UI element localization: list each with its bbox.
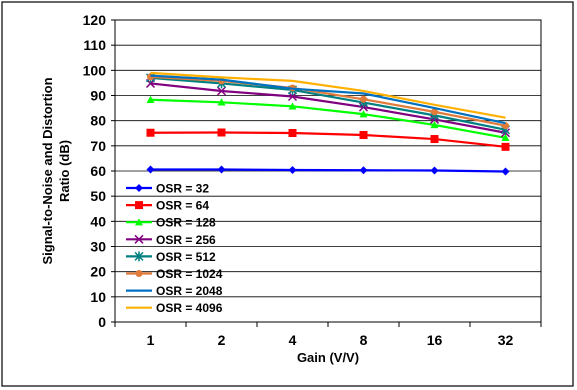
data-point: [217, 98, 226, 106]
y-tick-label: 110: [83, 37, 106, 53]
series-line: [150, 75, 506, 127]
y-tick-label: 20: [90, 264, 106, 280]
data-point: [360, 95, 367, 103]
legend-marker: [135, 218, 143, 226]
x-tick-label: 32: [498, 332, 514, 348]
legend-item: OSR = 128: [126, 216, 216, 230]
y-tick-label: 40: [90, 213, 106, 229]
series-line: [150, 71, 506, 119]
data-point: [288, 165, 297, 174]
data-point: [146, 128, 155, 137]
legend-label: OSR = 32: [156, 182, 209, 196]
x-axis-label: Gain (V/V): [297, 350, 359, 365]
legend-label: OSR = 2048: [156, 284, 223, 298]
legend-item: OSR = 2048: [126, 284, 223, 298]
x-tick-label: 1: [147, 332, 155, 348]
y-tick-label: 10: [90, 289, 106, 305]
data-point: [430, 135, 439, 144]
data-point: [287, 91, 298, 102]
series-line: [150, 168, 506, 173]
legend-marker: [134, 251, 144, 262]
y-axis-label: Signal-to-Noise and Distortion Ratio (dB): [40, 77, 72, 264]
data-point: [501, 167, 510, 176]
legend-label: OSR = 64: [156, 199, 209, 213]
data-point: [288, 102, 297, 110]
data-point: [359, 131, 368, 140]
data-point: [147, 73, 154, 81]
y-tick-label: 80: [90, 113, 106, 129]
series-line: [150, 98, 506, 139]
y-axis-ticks: 0 10 20 30 40 50 60 70 80 90 100 110 120: [83, 12, 115, 330]
legend-marker: [135, 184, 143, 192]
legend-item: OSR = 32: [126, 182, 209, 196]
data-point: [501, 133, 510, 141]
series-line: [150, 76, 506, 131]
legend-label: OSR = 512: [156, 250, 216, 264]
legend-marker: [135, 201, 143, 210]
data-point: [146, 165, 155, 174]
legend-marker: [134, 234, 144, 244]
x-tick-label: 2: [218, 332, 226, 348]
data-point: [430, 166, 439, 175]
data-point: [359, 110, 368, 118]
x-tick-label: 16: [427, 332, 443, 348]
data-point: [217, 128, 226, 137]
series-line: [150, 131, 506, 148]
legend-label: OSR = 4096: [156, 301, 223, 315]
legend-item: OSR = 1024: [126, 267, 223, 281]
data-point: [430, 120, 439, 129]
legend-label: OSR = 256: [156, 233, 216, 247]
data-point: [146, 95, 155, 103]
x-tick-label: 4: [289, 332, 297, 348]
series-2: [146, 128, 510, 151]
legend-marker: [135, 270, 143, 277]
y-axis-label-line: Ratio (dB): [57, 140, 72, 202]
legend-item: OSR = 256: [126, 233, 216, 247]
data-point: [217, 165, 226, 174]
y-tick-label: 70: [90, 138, 106, 154]
series-layer: [145, 71, 511, 176]
series-1: [146, 165, 510, 176]
data-point: [502, 122, 509, 130]
x-tick-label: 8: [360, 332, 368, 348]
series-3: [146, 95, 510, 141]
data-point: [501, 142, 510, 151]
y-tick-label: 100: [83, 62, 107, 78]
legend-label: OSR = 1024: [156, 267, 223, 281]
series-7: [150, 74, 506, 125]
data-point: [431, 108, 438, 116]
y-tick-label: 90: [90, 88, 106, 104]
y-tick-label: 30: [90, 239, 106, 255]
data-point: [359, 166, 368, 175]
legend-item: OSR = 512: [126, 250, 216, 264]
series-line: [150, 82, 506, 134]
y-tick-label: 0: [98, 314, 106, 330]
data-point: [216, 86, 227, 96]
y-axis-label-line: Signal-to-Noise and Distortion: [40, 77, 55, 264]
y-tick-label: 60: [90, 163, 106, 179]
y-tick-label: 120: [83, 12, 107, 28]
y-tick-label: 50: [90, 188, 106, 204]
x-axis-ticks: 1 2 4 8 16 32: [114, 322, 542, 348]
series-8: [150, 71, 506, 119]
series-line: [150, 74, 506, 125]
legend: OSR = 32 OSR = 64 OSR = 128 OSR = 256 OSR = …: [126, 182, 223, 315]
legend-label: OSR = 128: [156, 216, 216, 230]
legend-item: OSR = 4096: [126, 301, 223, 315]
data-point: [288, 128, 297, 137]
legend-item: OSR = 64: [126, 199, 209, 213]
